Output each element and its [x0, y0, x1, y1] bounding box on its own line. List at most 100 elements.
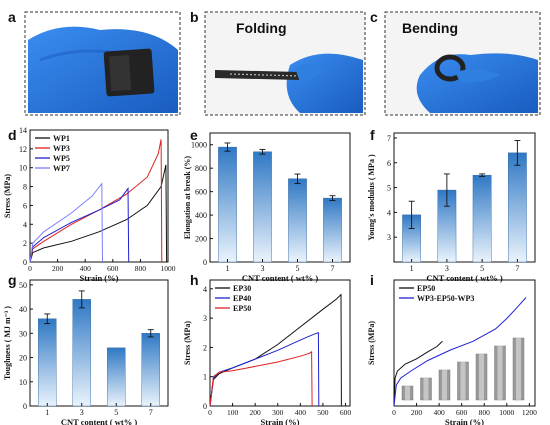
x-tick-label: 600 — [107, 264, 119, 273]
bar-5 — [107, 347, 126, 407]
legend-label: EP30 — [233, 284, 251, 293]
y-axis-label: Stress (MPa) — [183, 321, 192, 365]
sample-strip-highlight — [460, 362, 466, 400]
x-axis-label: CNT content ( wt% ) — [426, 273, 503, 283]
legend-label: EP50 — [417, 284, 435, 293]
y-tick-label: 4 — [23, 220, 27, 229]
x-tick-label: 0 — [208, 408, 212, 417]
x-axis-label: Strain (%) — [445, 417, 484, 425]
bar-3 — [72, 299, 91, 407]
x-tick-label: 1 — [410, 264, 414, 273]
panel-letter-c: c — [370, 9, 378, 25]
plot-frame — [209, 279, 351, 407]
x-tick-label: 200 — [52, 264, 64, 273]
series-line-EP30 — [209, 293, 342, 407]
y-tick-label: 1 — [203, 373, 207, 382]
panel-letter-i: i — [370, 272, 374, 288]
panel-letter-d: d — [8, 127, 17, 143]
legend-label: WP7 — [53, 164, 70, 173]
x-tick-label: 0 — [392, 408, 396, 417]
panel-letter-f: f — [370, 127, 375, 143]
y-tick-label: 800 — [195, 164, 207, 173]
panel-letter-a: a — [8, 9, 16, 25]
panel-letter-b: b — [190, 9, 199, 25]
x-tick-label: 5 — [296, 264, 300, 273]
y-tick-label: 14 — [19, 126, 27, 135]
y-tick-label: 0 — [203, 402, 207, 411]
photo-a — [24, 11, 181, 116]
series-line-EP40 — [209, 332, 320, 407]
x-tick-label: 1200 — [522, 408, 537, 417]
panel-letter-e: e — [190, 127, 198, 143]
chart-h: 0 1 2 3 4 Strain (%) Stress (MPa) 0 100 200 300 400… — [183, 279, 351, 425]
y-axis-label: Stress (MPa) — [3, 174, 12, 218]
x-tick-label: 1 — [45, 408, 49, 417]
x-tick-label: 800 — [479, 408, 491, 417]
y-tick-label: 8 — [23, 183, 27, 192]
bar-5 — [472, 174, 492, 263]
sample-strip-highlight — [479, 354, 484, 400]
x-axis-label: CNT content ( wt% ) — [242, 273, 319, 283]
series-line-WP7 — [29, 182, 103, 263]
chart-i: Strain (%) Stress (MPa) 0 200 400 600 800 1000 1… — [367, 279, 537, 425]
y-tick-label: 6 — [387, 159, 391, 168]
chart-d: 0 2 4 6 8 10 12 14 Strain (%) Stress (MPa) 0 200 400… — [3, 126, 176, 283]
photo-c — [384, 11, 541, 116]
x-tick-label: 400 — [433, 408, 445, 417]
series-line-WP3-EP50-WP3 — [393, 297, 527, 407]
y-tick-label: 600 — [195, 188, 207, 197]
series-line-EP50 — [393, 340, 443, 407]
y-tick-label: 6 — [23, 201, 27, 210]
sample-strip-highlight — [442, 370, 447, 400]
y-tick-label: 10 — [19, 378, 27, 387]
y-tick-label: 200 — [195, 235, 207, 244]
plot-frame — [209, 132, 351, 263]
x-axis-label: Strain (%) — [261, 417, 300, 425]
x-tick-label: 1000 — [161, 264, 176, 273]
x-tick-label: 3 — [261, 264, 265, 273]
photo-title-b: Folding — [236, 20, 287, 36]
chart-e: 0 200 400 600 800 1000 CNT content ( wt% ) Elon… — [183, 132, 351, 283]
x-tick-label: 7 — [331, 264, 335, 273]
x-tick-label: 200 — [411, 408, 423, 417]
x-tick-label: 5 — [480, 264, 484, 273]
plot-frame — [29, 279, 169, 407]
x-tick-label: 300 — [272, 408, 284, 417]
y-tick-label: 20 — [19, 354, 27, 363]
y-axis-label: Young's modulus ( MPa ) — [367, 154, 376, 241]
y-tick-label: 0 — [23, 402, 27, 411]
series-line-WP5 — [29, 186, 130, 263]
bar-7 — [323, 197, 342, 263]
x-tick-label: 5 — [114, 408, 118, 417]
series-line-WP1 — [29, 164, 168, 263]
plot-frame — [29, 129, 169, 263]
x-tick-label: 3 — [445, 264, 449, 273]
legend-label: WP3 — [53, 144, 70, 153]
bar-7 — [141, 333, 160, 407]
y-tick-label: 40 — [19, 305, 27, 314]
panel-letter-h: h — [190, 272, 199, 288]
panel-letter-g: g — [8, 272, 17, 288]
x-tick-label: 1000 — [499, 408, 514, 417]
y-tick-label: 50 — [19, 281, 27, 290]
bar-7 — [508, 152, 527, 263]
y-tick-label: 3 — [203, 314, 207, 323]
x-axis-label: CNT content ( wt% ) — [61, 417, 138, 425]
x-tick-label: 100 — [227, 408, 239, 417]
x-tick-label: 400 — [295, 408, 307, 417]
y-axis-label: Toughness ( MJ m⁻³ ) — [3, 306, 12, 380]
legend-label: WP3-EP50-WP3 — [417, 294, 474, 303]
y-tick-label: 10 — [19, 164, 27, 173]
chart-g: 0 10 20 30 40 50 CNT content ( wt% ) Toughness … — [3, 279, 169, 425]
y-tick-label: 30 — [19, 329, 27, 338]
y-axis-label: Stress (MPa) — [367, 321, 376, 365]
plot-frame — [393, 132, 536, 263]
x-tick-label: 800 — [135, 264, 147, 273]
x-axis-label: Strain (%) — [80, 273, 119, 283]
x-tick-label: 400 — [80, 264, 92, 273]
plot-frame — [393, 279, 536, 407]
y-tick-label: 0 — [23, 258, 27, 267]
x-tick-label: 7 — [149, 408, 153, 417]
y-tick-label: 5 — [387, 184, 391, 193]
